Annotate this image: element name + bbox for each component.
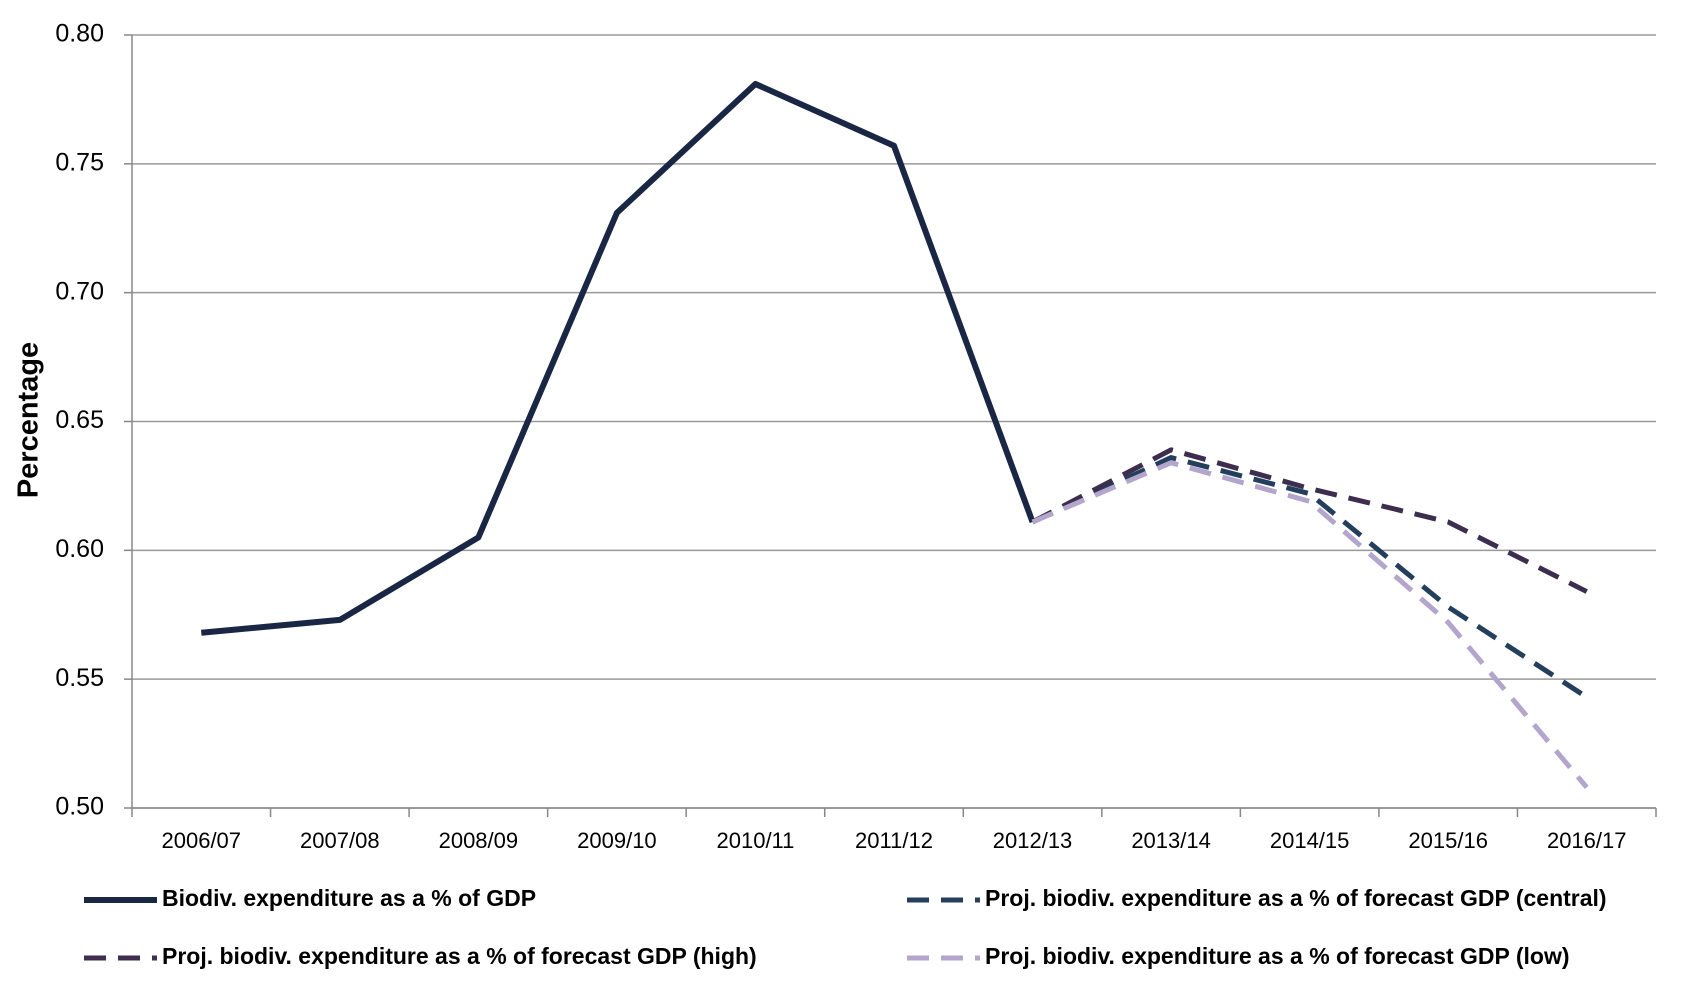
x-tick-label: 2014/15 [1270, 828, 1350, 853]
y-tick-label: 0.60 [55, 535, 104, 563]
x-tick-label: 2008/09 [439, 828, 519, 853]
legend-label: Biodiv. expenditure as a % of GDP [162, 885, 536, 911]
y-tick-label: 0.80 [55, 20, 104, 48]
x-tick-label: 2016/17 [1547, 828, 1627, 853]
y-axis-label: Percentage [13, 342, 45, 498]
series-line [1031, 447, 1588, 594]
y-tick-label: 0.55 [55, 664, 104, 692]
y-tick-label: 0.75 [55, 148, 104, 176]
legend-label: Proj. biodiv. expenditure as a % of fore… [162, 943, 757, 969]
series-line [1031, 455, 1589, 700]
x-tick-label: 2009/10 [577, 828, 657, 853]
x-tick-label: 2012/13 [993, 828, 1073, 853]
y-tick-label: 0.70 [55, 277, 104, 305]
y-tick-label: 0.65 [55, 406, 104, 434]
x-tick-label: 2013/14 [1131, 828, 1211, 853]
y-tick-label: 0.50 [55, 793, 104, 821]
x-tick-label: 2006/07 [162, 828, 242, 853]
x-tick-label: 2007/08 [300, 828, 380, 853]
series-line [200, 80, 1036, 636]
legend-label: Proj. biodiv. expenditure as a % of fore… [985, 885, 1607, 911]
x-tick-label: 2010/11 [717, 828, 795, 853]
legend-label: Proj. biodiv. expenditure as a % of fore… [985, 943, 1570, 969]
x-tick-label: 2011/12 [855, 828, 933, 853]
series-line [1031, 460, 1589, 789]
x-tick-label: 2015/16 [1408, 828, 1488, 853]
